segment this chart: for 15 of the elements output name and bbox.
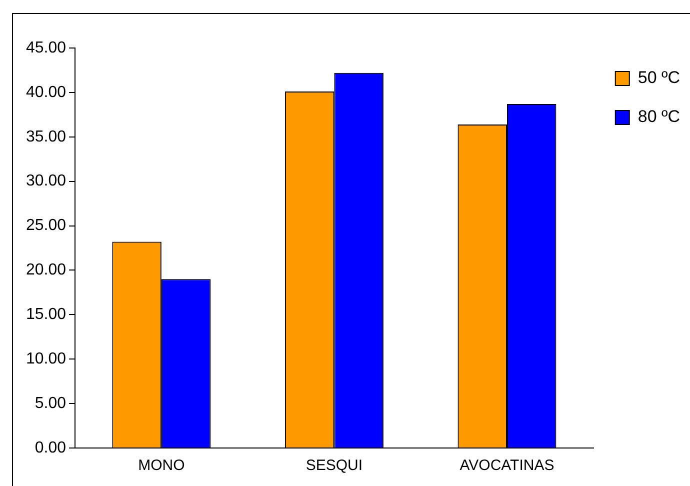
y-tick-label: 35.00	[26, 128, 66, 146]
y-tick-label: 25.00	[26, 217, 66, 234]
legend-label: 80 ºC	[638, 107, 680, 126]
x-tick-label: SESQUI	[306, 457, 363, 474]
y-tick-label: 20.00	[26, 262, 66, 279]
x-tick-label: MONO	[138, 457, 185, 474]
legend-label: 50 ºC	[638, 68, 680, 88]
y-tick-label: 5.00	[34, 394, 66, 412]
y-tick-label: 15.00	[26, 306, 66, 324]
y-tick-label: 10.00	[26, 350, 66, 368]
y-tick-label: 30.00	[26, 172, 66, 190]
y-tick-label: 0.00	[34, 439, 66, 456]
x-tick-label: AVOCATINAS	[460, 457, 554, 474]
y-tick-label: 40.00	[26, 84, 66, 101]
y-tick-label: 45.00	[26, 39, 66, 56]
